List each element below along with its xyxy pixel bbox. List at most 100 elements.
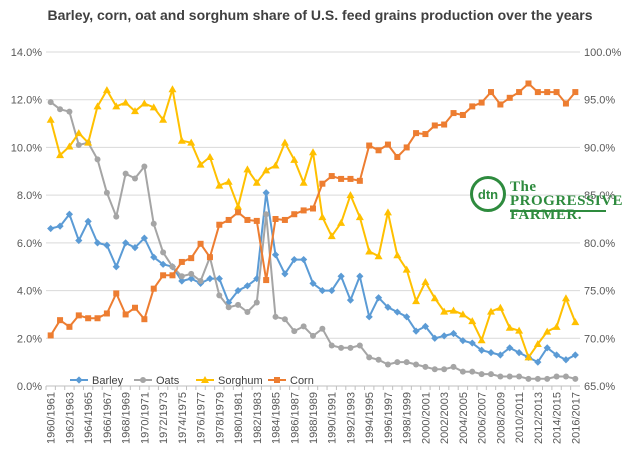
barley-point	[140, 234, 148, 242]
oats-point	[562, 373, 569, 380]
corn-point	[310, 205, 316, 212]
corn-point	[263, 277, 270, 284]
sorghum-point	[346, 191, 355, 199]
sorghum-point	[196, 160, 205, 168]
barley-point	[534, 358, 542, 366]
barley-point	[459, 337, 467, 345]
oats-point	[497, 373, 504, 380]
oats-point	[103, 189, 110, 196]
barley-point	[374, 294, 383, 302]
oats-point	[122, 170, 129, 177]
x-tick-label: 2014/2015	[552, 392, 564, 444]
corn-point	[422, 131, 429, 138]
barley-point	[253, 275, 261, 283]
y-left-tick-label: 6.0%	[17, 238, 42, 250]
sorghum-point	[412, 297, 421, 305]
oats-point	[366, 354, 373, 361]
sorghum-point	[430, 294, 439, 302]
sorghum-point	[149, 103, 158, 111]
corn-point	[506, 94, 513, 101]
oats-point	[319, 325, 326, 332]
sorghum-point	[543, 327, 552, 335]
y-left-tick-label: 2.0%	[17, 333, 42, 345]
sorghum-point	[421, 277, 430, 285]
corn-point	[562, 100, 569, 107]
legend-label: Sorghum	[218, 375, 263, 387]
oats-point	[478, 371, 485, 378]
corn-point	[347, 175, 354, 182]
barley-point	[262, 189, 270, 197]
oats-point	[310, 332, 316, 339]
sorghum-point	[496, 303, 505, 311]
corn-point	[525, 80, 532, 87]
corn-point	[338, 175, 345, 182]
barley-point	[328, 286, 336, 295]
y-right-tick-label: 65.0%	[584, 381, 615, 393]
sorghum-point	[355, 213, 364, 221]
corn-point	[57, 317, 64, 324]
x-tick-label: 1992/1993	[345, 392, 357, 444]
corn-point	[132, 304, 138, 311]
corn-point	[319, 180, 326, 187]
sorghum-point	[131, 107, 139, 115]
barley-point	[159, 260, 167, 268]
barley-point	[178, 277, 186, 285]
oats-point	[572, 375, 579, 382]
sorghum-point	[477, 336, 486, 344]
x-tick-label: 2002/2003	[439, 392, 451, 444]
y-right-tick-label: 75.0%	[584, 286, 615, 298]
corn-point	[75, 312, 82, 319]
oats-point	[356, 342, 363, 349]
axes: 0.0% 2.0% 4.0% 6.0% 8.0% 10.0% 12.0% 14.0% 65.0%…	[11, 47, 622, 444]
x-tick-label: 2016/2017	[570, 392, 582, 444]
sorghum-point	[337, 218, 346, 226]
corn-point	[497, 101, 504, 108]
barley-point	[131, 244, 139, 252]
sorghum-point	[468, 317, 477, 325]
sorghum-point	[458, 310, 467, 318]
corn-point	[469, 103, 476, 110]
corn-point	[450, 110, 457, 117]
sorghum-point	[65, 142, 74, 150]
x-tick-label: 1964/1965	[83, 392, 95, 444]
oats-point	[244, 309, 251, 316]
corn-point	[197, 240, 204, 247]
x-tick-label: 1988/1989	[308, 392, 320, 444]
legend-marker	[140, 377, 146, 383]
barley-point	[281, 270, 289, 278]
series-barley	[47, 189, 579, 366]
y-right-tick-label: 80.0%	[584, 238, 615, 250]
sorghum-point	[271, 161, 280, 169]
corn-point	[384, 141, 391, 148]
legend-label: Corn	[290, 375, 314, 387]
barley-point	[122, 239, 130, 247]
oats-point	[113, 213, 120, 220]
corn-point	[216, 221, 223, 228]
barley-point	[65, 210, 74, 218]
logo-name: The PROGRESSIVE FARMER.	[510, 179, 624, 223]
barley-point	[403, 313, 411, 321]
sorghum-point	[177, 136, 186, 144]
oats-point	[553, 373, 560, 380]
corn-point	[544, 89, 551, 96]
corn-point	[206, 254, 213, 261]
logo-name-line1: The PROGRESSIVE	[510, 179, 624, 209]
corn-point	[47, 332, 54, 339]
y-left-tick-label: 10.0%	[11, 142, 42, 154]
corn-point	[253, 217, 260, 224]
legend-item-sorghum: Sorghum	[196, 375, 263, 387]
corn-point	[394, 153, 401, 160]
corn-point	[488, 89, 494, 96]
x-tick-label: 2004/2005	[458, 392, 470, 444]
corn-point	[516, 89, 523, 96]
corn-point	[188, 255, 195, 262]
corn-point	[328, 173, 335, 180]
legend-marker	[201, 376, 209, 383]
corn-point	[244, 216, 251, 223]
series-sorghum	[46, 85, 580, 361]
oats-point	[506, 373, 513, 380]
legend-item-oats: Oats	[134, 375, 180, 387]
oats-point	[534, 375, 541, 382]
sorghum-point	[215, 181, 224, 189]
oats-point	[132, 175, 138, 182]
